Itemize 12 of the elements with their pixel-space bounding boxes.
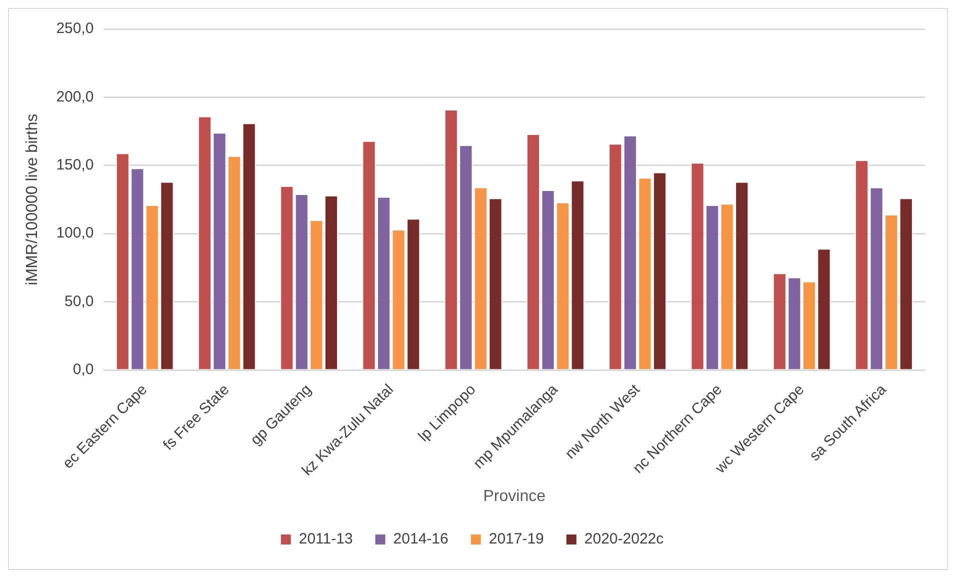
- y-tick-label: 50,0: [64, 292, 94, 310]
- legend-label: 2011-13: [298, 530, 353, 548]
- y-tick-label: 200,0: [56, 88, 94, 106]
- y-tick-label: 0,0: [72, 361, 94, 378]
- legend-label: 2020-2022c: [584, 530, 664, 548]
- x-axis-title: Province: [483, 488, 546, 505]
- legend-label: 2017-19: [488, 530, 544, 548]
- legend-label: 2014-16: [393, 530, 448, 548]
- y-tick-label: 250,0: [56, 20, 94, 38]
- y-axis-title: iMMR/100000 live births: [24, 114, 42, 286]
- y-tick-label: 100,0: [56, 224, 94, 242]
- y-tick-label: 150,0: [56, 156, 94, 174]
